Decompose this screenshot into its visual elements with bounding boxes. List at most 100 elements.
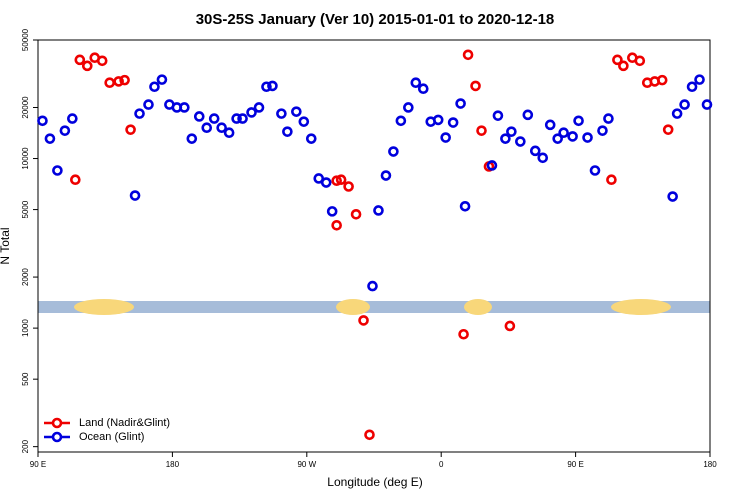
point	[193, 111, 205, 122]
point	[367, 280, 378, 292]
point	[552, 133, 563, 144]
point	[417, 83, 429, 95]
point	[662, 124, 674, 135]
point	[216, 122, 227, 133]
point	[380, 170, 392, 181]
point	[522, 109, 534, 121]
point	[156, 74, 168, 85]
point	[282, 126, 293, 137]
point	[70, 174, 81, 186]
point	[606, 174, 617, 186]
point	[208, 113, 220, 124]
point	[119, 74, 130, 86]
point	[558, 127, 569, 139]
point	[656, 74, 668, 86]
point	[486, 160, 498, 171]
point	[476, 125, 487, 136]
point	[326, 206, 338, 217]
band-ocean	[38, 301, 710, 313]
y-tick-label: 1000	[21, 319, 30, 337]
point	[81, 60, 93, 72]
point	[403, 102, 414, 113]
point	[125, 124, 136, 135]
x-tick-label: 180	[703, 460, 717, 469]
point	[537, 152, 549, 164]
point	[459, 200, 471, 212]
plot-frame	[37, 39, 711, 453]
point	[44, 133, 56, 144]
point	[113, 76, 124, 87]
point	[237, 113, 248, 124]
point	[544, 119, 556, 131]
band-land	[74, 299, 134, 315]
point	[447, 117, 459, 128]
point	[634, 55, 646, 67]
legend-marker	[51, 417, 63, 429]
point	[96, 55, 108, 67]
band-land	[464, 299, 492, 315]
point	[104, 77, 115, 89]
point	[291, 106, 302, 117]
point	[686, 81, 698, 93]
point	[364, 429, 375, 441]
band-land	[336, 299, 370, 315]
legend-label: Ocean (Glint)	[79, 431, 144, 443]
series	[70, 49, 674, 441]
point	[582, 132, 593, 143]
point	[350, 208, 362, 220]
point	[597, 125, 608, 136]
point	[504, 320, 516, 332]
point	[567, 131, 578, 142]
point	[149, 81, 160, 93]
point	[231, 113, 242, 124]
x-tick-label: 90 W	[297, 460, 316, 469]
y-tick-label: 5000	[21, 200, 30, 218]
point	[589, 165, 601, 176]
point	[74, 54, 86, 66]
point	[671, 108, 683, 119]
point	[179, 102, 190, 113]
point	[410, 77, 422, 89]
point	[298, 116, 310, 127]
point	[261, 81, 272, 93]
y-tick-label: 20000	[21, 96, 30, 119]
chart-title: 30S-25S January (Ver 10) 2015-01-01 to 2…	[196, 11, 555, 28]
point	[492, 110, 504, 121]
point	[612, 54, 623, 66]
point	[134, 108, 145, 119]
point	[506, 126, 517, 137]
point	[267, 80, 278, 92]
x-tick-label: 90 E	[30, 460, 46, 469]
point	[253, 102, 265, 113]
point	[343, 181, 354, 192]
point	[331, 175, 342, 187]
point	[667, 191, 678, 202]
point	[395, 115, 407, 127]
y-tick-label: 2000	[21, 268, 30, 286]
point	[515, 136, 526, 147]
point	[129, 190, 141, 201]
band-land	[611, 299, 671, 315]
point	[320, 177, 332, 188]
point	[694, 74, 705, 85]
point	[246, 107, 257, 118]
point	[186, 133, 198, 144]
y-axis-label: N Total	[0, 227, 12, 264]
point	[462, 49, 474, 61]
point	[432, 114, 444, 126]
point	[618, 60, 629, 72]
point	[276, 108, 287, 119]
point	[529, 145, 541, 157]
point	[67, 113, 78, 124]
point	[500, 133, 511, 144]
y-tick-label: 10000	[21, 147, 30, 170]
point	[335, 174, 347, 186]
point	[37, 115, 48, 127]
y-tick-label: 200	[21, 439, 30, 453]
x-tick-label: 90 E	[567, 460, 583, 469]
point	[358, 315, 369, 326]
point	[59, 125, 71, 136]
point	[305, 133, 317, 144]
y-tick-label: 50000	[21, 28, 30, 51]
